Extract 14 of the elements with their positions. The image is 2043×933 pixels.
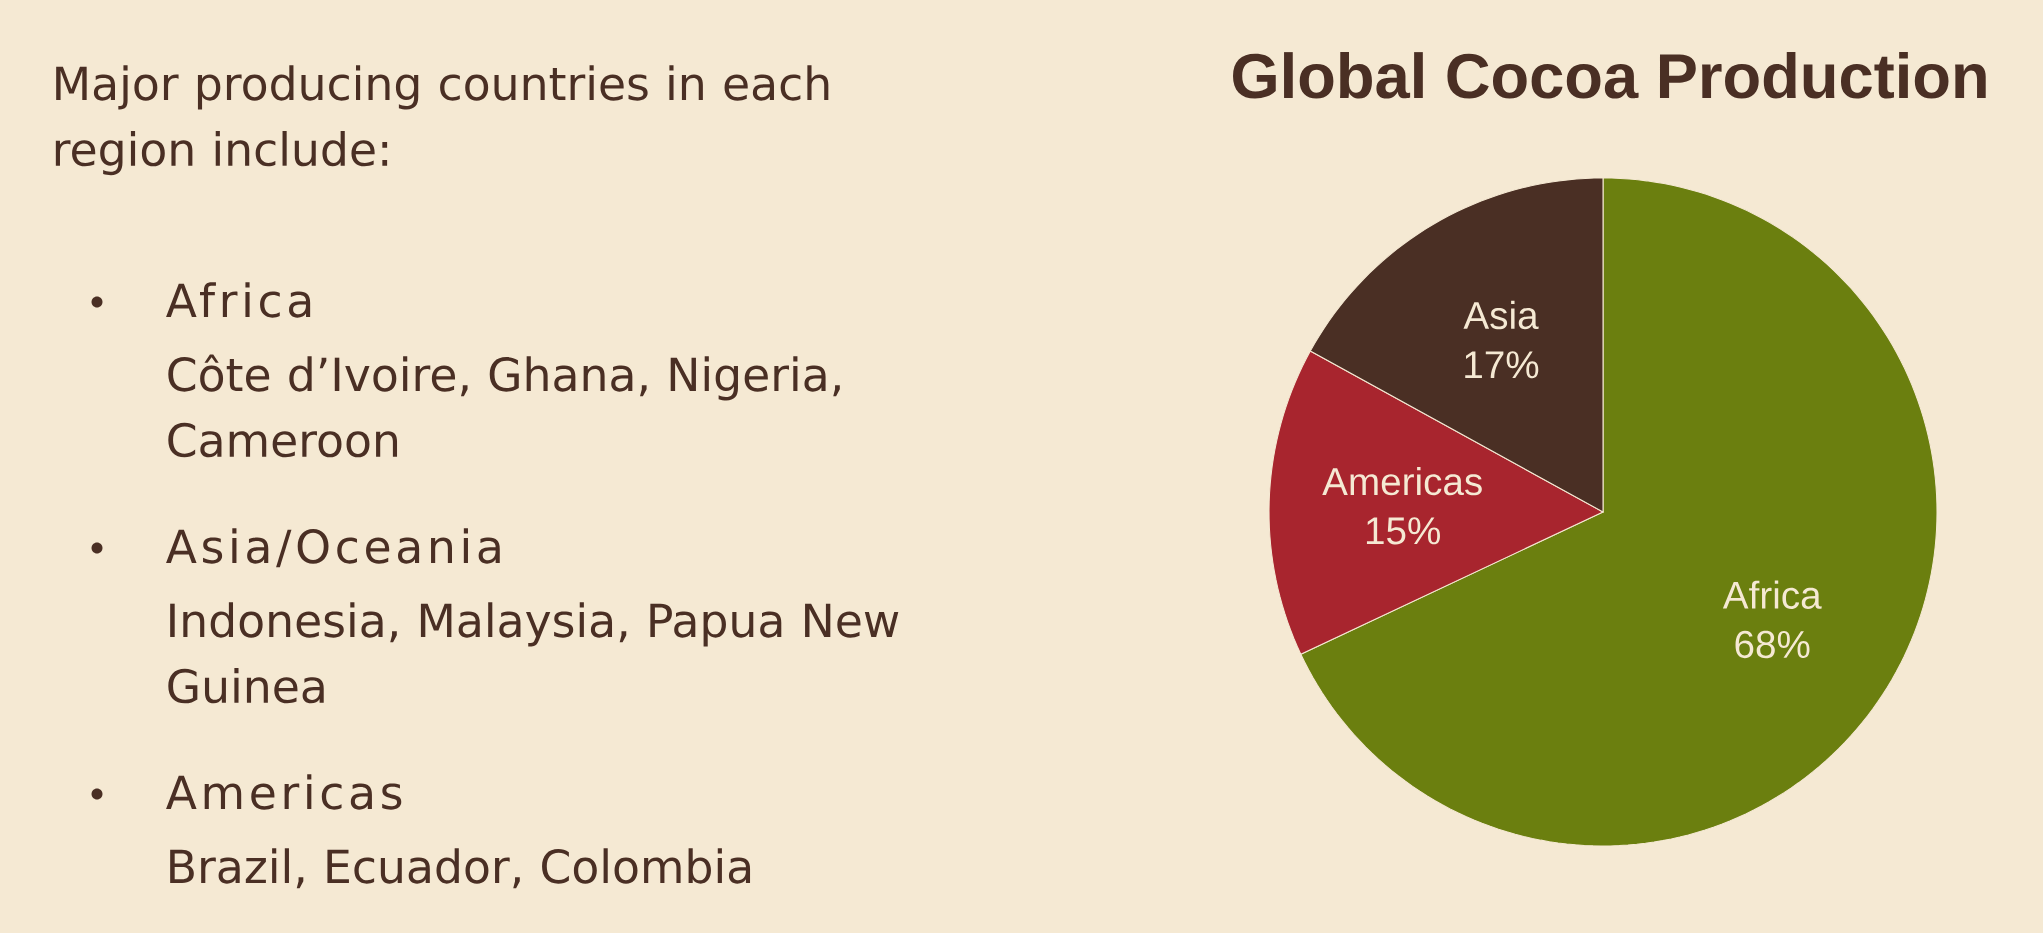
text: Americas — [166, 774, 402, 810]
slice-label: Asia — [1463, 300, 1539, 330]
slice-label: Americas — [1322, 466, 1482, 496]
chart-title: Global Cocoa Production — [1233, 52, 1986, 99]
text: Brazil, Ecuador, Colombia — [170, 848, 751, 889]
data-label: 17% — [1465, 351, 1539, 379]
text: Africa — [166, 282, 311, 318]
text: Major producing countries in each region include: — [55, 65, 829, 176]
data-label: 68% — [1735, 630, 1810, 659]
text: Asia/Oceania — [166, 528, 500, 568]
text: Côte d’Ivoire, Ghana, Nigeria, Cameroon — [168, 354, 840, 458]
data-label: 15% — [1366, 517, 1440, 545]
slice-label: Africa — [1722, 580, 1822, 609]
text: Indonesia, Malaysia, Papua New Guinea — [168, 602, 899, 704]
